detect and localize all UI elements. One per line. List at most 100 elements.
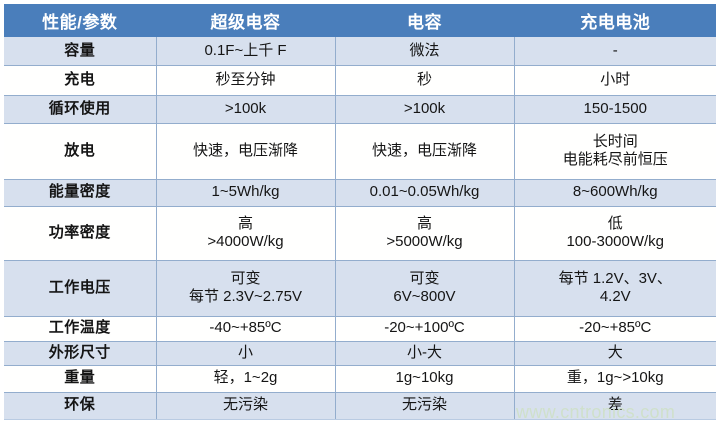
cell-line: 1g~10kg	[395, 369, 454, 387]
cell-line: 微法	[409, 41, 440, 59]
cell-line: 快速，电压渐降	[371, 141, 477, 159]
table-body: 容量 0.1F~上千 F 微法 - 充电 秒至分钟 秒 小时循环使用 >100k >100k 150…	[4, 37, 716, 420]
cell-line: >4000W/kg	[207, 233, 284, 250]
table-row: 重量 轻，1~2g 1g~10kg 重，1g~>10kg	[4, 365, 716, 393]
cell-line: 每节 2.3V~2.75V	[189, 288, 302, 305]
table-cell: 差	[514, 392, 716, 420]
capacitor-comparison-table: 性能/参数 超级电容 电容 充电电池 容量 0.1F~上千 F 微法 - 充电 秒至分钟 秒…	[4, 4, 716, 420]
cell-line: 长时间	[592, 132, 638, 150]
row-label: 能量密度	[4, 179, 157, 207]
cell-line: -20~+100ºC	[384, 319, 465, 337]
cell-line: 电能耗尽前恒压	[562, 151, 668, 168]
cell-line: >100k	[403, 99, 446, 117]
row-label: 充电	[4, 65, 157, 96]
table-row: 充电 秒至分钟 秒 小时	[4, 65, 716, 96]
table-cell: 每节 1.2V、3V、 4.2V	[514, 260, 716, 317]
cell-line: 可变	[230, 269, 261, 287]
row-label: 功率密度	[4, 206, 157, 261]
cell-line: 秒	[416, 70, 432, 88]
table-row: 功率密度高 >4000W/kg 高 >5000W/kg 低 100-3000W/kg	[4, 206, 716, 261]
table-row: 环保 无污染 无污染 差	[4, 392, 716, 420]
table-cell: -40~+85ºC	[156, 316, 336, 342]
table-cell: 1~5Wh/kg	[156, 179, 336, 207]
table-cell: 0.1F~上千 F	[156, 37, 336, 66]
column-header-capacitor: 电容	[335, 4, 515, 37]
row-label: 放电	[4, 123, 157, 180]
cell-line: 4.2V	[599, 288, 631, 305]
cell-line: >100k	[224, 99, 267, 117]
cell-line: 快速，电压渐降	[192, 141, 298, 159]
table-row: 循环使用 >100k >100k 150-1500	[4, 95, 716, 124]
row-label: 重量	[4, 365, 157, 393]
table-row: 容量 0.1F~上千 F 微法 -	[4, 37, 716, 66]
row-label: 工作电压	[4, 260, 157, 317]
cell-line: 1~5Wh/kg	[211, 183, 280, 201]
table-cell: 无污染	[335, 392, 515, 420]
cell-line: 秒至分钟	[215, 70, 276, 88]
table-row: 能量密度 1~5Wh/kg 0.01~0.05Wh/kg 8~600Wh/kg	[4, 179, 716, 207]
table-cell: 1g~10kg	[335, 365, 515, 393]
row-label: 容量	[4, 37, 157, 66]
cell-line: 高	[416, 214, 432, 232]
cell-line: 无污染	[401, 396, 447, 414]
table-cell: 150-1500	[514, 95, 716, 124]
table-cell: 大	[514, 341, 716, 366]
row-label: 环保	[4, 392, 157, 420]
cell-line: >5000W/kg	[386, 233, 463, 250]
cell-line: 100-3000W/kg	[566, 233, 665, 250]
column-header-parameter: 性能/参数	[4, 4, 157, 37]
table-cell: 8~600Wh/kg	[514, 179, 716, 207]
table-cell: 可变 6V~800V	[335, 260, 515, 317]
table-cell: 长时间 电能耗尽前恒压	[514, 123, 716, 180]
table-cell: 无污染	[156, 392, 336, 420]
cell-line: 可变	[409, 269, 440, 287]
cell-line: 小-大	[407, 343, 442, 361]
cell-line: -	[612, 41, 618, 59]
cell-line: 6V~800V	[393, 288, 456, 305]
cell-line: 高	[237, 214, 253, 232]
table-cell: 微法	[335, 37, 515, 66]
table-header-row: 性能/参数 超级电容 电容 充电电池	[4, 4, 716, 37]
cell-line: 每节 1.2V、3V、	[558, 269, 672, 287]
row-label: 外形尺寸	[4, 341, 157, 366]
table-cell: 可变 每节 2.3V~2.75V	[156, 260, 336, 317]
cell-line: 0.01~0.05Wh/kg	[369, 183, 480, 201]
table-cell: >100k	[156, 95, 336, 124]
table-cell: 秒	[335, 65, 515, 96]
table-cell: -20~+100ºC	[335, 316, 515, 342]
table-cell: -20~+85ºC	[514, 316, 716, 342]
cell-line: 轻，1~2g	[213, 369, 278, 387]
cell-line: 大	[607, 343, 623, 361]
table-cell: 小-大	[335, 341, 515, 366]
row-label: 工作温度	[4, 316, 157, 342]
table-cell: 快速，电压渐降	[335, 123, 515, 180]
cell-line: 150-1500	[583, 99, 647, 117]
cell-line: 低	[607, 214, 623, 232]
row-label: 循环使用	[4, 95, 157, 124]
cell-line: -40~+85ºC	[209, 319, 282, 337]
column-header-supercapacitor: 超级电容	[156, 4, 336, 37]
column-header-rechargeable-battery: 充电电池	[514, 4, 716, 37]
table-cell: 高 >4000W/kg	[156, 206, 336, 261]
table-cell: 小时	[514, 65, 716, 96]
table-cell: 秒至分钟	[156, 65, 336, 96]
table-cell: 快速，电压渐降	[156, 123, 336, 180]
cell-line: 无污染	[222, 396, 268, 414]
cell-line: 差	[607, 396, 623, 414]
table-row: 工作温度 -40~+85ºC -20~+100ºC -20~+85ºC	[4, 316, 716, 342]
table-cell: 轻，1~2g	[156, 365, 336, 393]
table-cell: 重，1g~>10kg	[514, 365, 716, 393]
cell-line: 小时	[600, 70, 631, 88]
table-cell: 小	[156, 341, 336, 366]
cell-line: 小	[237, 343, 253, 361]
table-cell: >100k	[335, 95, 515, 124]
cell-line: 8~600Wh/kg	[572, 183, 658, 201]
table-cell: 高 >5000W/kg	[335, 206, 515, 261]
table-header: 性能/参数 超级电容 电容 充电电池	[4, 4, 716, 37]
table-row: 工作电压 可变 每节 2.3V~2.75V 可变 6V~800V 每节 1.2V、3V、 4…	[4, 260, 716, 317]
cell-line: 0.1F~上千 F	[204, 41, 287, 59]
table-cell: -	[514, 37, 716, 66]
table-cell: 低 100-3000W/kg	[514, 206, 716, 261]
cell-line: -20~+85ºC	[579, 319, 652, 337]
